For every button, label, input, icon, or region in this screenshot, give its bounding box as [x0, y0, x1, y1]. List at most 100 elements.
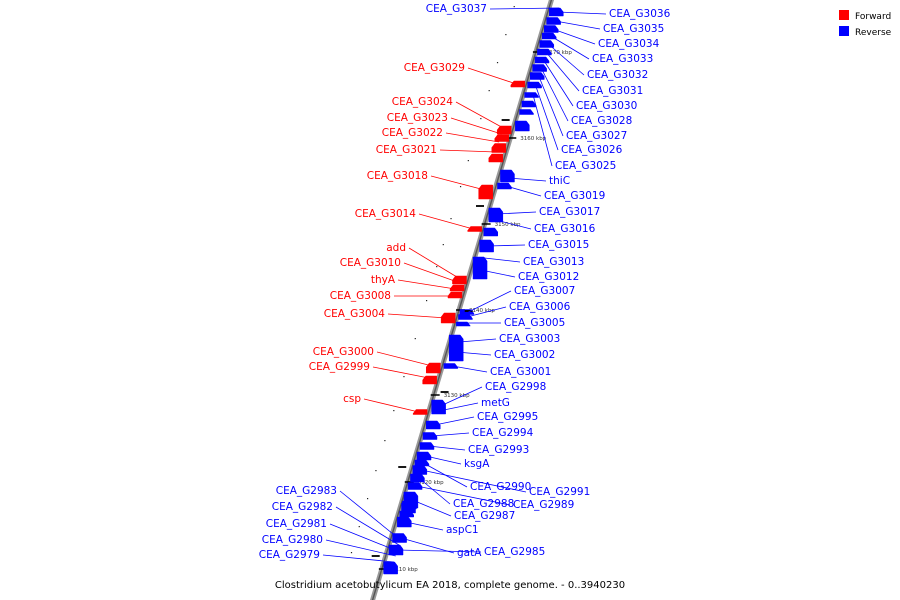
gene-label[interactable]: CEA_G2980	[262, 534, 323, 546]
gene-feature[interactable]	[534, 56, 550, 64]
gene-feature[interactable]	[483, 227, 499, 237]
gene-feature[interactable]	[524, 92, 539, 98]
gene-label[interactable]: CEA_G2994	[472, 427, 534, 439]
gene-label[interactable]: CEA_G3021	[376, 144, 437, 156]
gene-label[interactable]: gatA	[457, 547, 482, 559]
gene-label[interactable]: CEA_G2995	[477, 411, 538, 423]
gene-label[interactable]: add	[386, 242, 406, 254]
gene-feature[interactable]	[449, 284, 465, 292]
gene-feature[interactable]	[546, 17, 561, 25]
gene-label[interactable]: CEA_G3003	[499, 333, 560, 345]
gene-feature[interactable]	[494, 134, 510, 142]
gene-label[interactable]: CEA_G2991	[529, 486, 590, 498]
gene-feature[interactable]	[440, 312, 456, 324]
gene-feature[interactable]	[521, 100, 537, 108]
gene-label[interactable]: CEA_G2983	[276, 485, 337, 497]
gene-label[interactable]: CEA_G3010	[340, 257, 401, 269]
gene-feature[interactable]	[422, 432, 438, 440]
gene-label[interactable]: CEA_G3014	[355, 208, 417, 220]
gene-feature[interactable]	[515, 120, 530, 132]
gene-feature[interactable]	[443, 363, 459, 369]
gene-label[interactable]: CEA_G3037	[426, 3, 487, 15]
gene-feature[interactable]	[519, 109, 534, 115]
gene-label[interactable]: CEA_G2993	[468, 444, 529, 456]
gene-label[interactable]: CEA_G3034	[598, 38, 660, 50]
gene-label[interactable]: CEA_G3005	[504, 317, 565, 329]
gene-label[interactable]: metG	[481, 397, 510, 409]
gene-feature[interactable]	[399, 510, 414, 518]
gene-label[interactable]: CEA_G3016	[534, 223, 596, 235]
gene-label[interactable]: CEA_G3028	[571, 115, 632, 127]
gene-label[interactable]: CEA_G3019	[544, 190, 605, 202]
gene-feature[interactable]	[496, 125, 512, 135]
gene-label[interactable]: CEA_G2982	[272, 501, 333, 513]
gene-feature[interactable]	[416, 451, 432, 461]
gene-label[interactable]: CEA_G3029	[404, 62, 465, 74]
gene-feature[interactable]	[412, 409, 428, 415]
gene-feature[interactable]	[388, 544, 404, 556]
gene-label[interactable]: CEA_G3006	[509, 301, 571, 313]
gene-label[interactable]: CEA_G3023	[387, 112, 448, 124]
gene-feature[interactable]	[419, 442, 435, 450]
gene-label[interactable]: CEA_G3032	[587, 69, 648, 81]
gene-label[interactable]: aspC1	[446, 524, 479, 536]
gene-label[interactable]: CEA_G3017	[539, 206, 600, 218]
gene-label[interactable]: CEA_G3033	[592, 53, 653, 65]
gene-feature[interactable]	[431, 399, 446, 415]
gene-label[interactable]: CEA_G3001	[490, 366, 551, 378]
gene-label[interactable]: ksgA	[464, 458, 490, 470]
gene-feature[interactable]	[532, 64, 547, 72]
gene-label[interactable]: CEA_G3027	[566, 130, 627, 142]
gene-feature[interactable]	[425, 420, 441, 430]
gene-feature[interactable]	[500, 169, 515, 183]
gene-label[interactable]: CEA_G3035	[603, 23, 664, 35]
gene-label[interactable]: CEA_G2981	[266, 518, 327, 530]
gene-label[interactable]: CEA_G3004	[324, 308, 386, 320]
gene-feature[interactable]	[530, 72, 545, 80]
gene-label[interactable]: CEA_G3031	[582, 85, 643, 97]
gene-label[interactable]: CEA_G3015	[528, 239, 589, 251]
gene-feature[interactable]	[452, 275, 467, 285]
gene-feature[interactable]	[447, 291, 463, 299]
gene-label[interactable]: CEA_G2999	[309, 361, 370, 373]
gene-label[interactable]: CEA_G2987	[454, 510, 515, 522]
gene-label[interactable]: thyA	[371, 274, 396, 286]
gene-label[interactable]: CEA_G3007	[514, 285, 575, 297]
gene-feature[interactable]	[422, 375, 437, 385]
gene-label[interactable]: csp	[343, 393, 361, 405]
gene-feature[interactable]	[544, 25, 559, 33]
gene-feature[interactable]	[425, 362, 441, 374]
gene-label[interactable]: CEA_G3024	[392, 96, 454, 108]
gene-label[interactable]: CEA_G2990	[470, 481, 531, 493]
gene-feature[interactable]	[488, 153, 504, 163]
gene-feature[interactable]	[448, 334, 464, 362]
gene-feature[interactable]	[479, 239, 494, 253]
gene-feature[interactable]	[467, 226, 482, 232]
gene-label[interactable]: CEA_G2988	[453, 498, 514, 510]
gene-feature[interactable]	[412, 465, 428, 475]
gene-feature[interactable]	[478, 184, 493, 200]
gene-label[interactable]: CEA_G2998	[485, 381, 546, 393]
gene-label[interactable]: CEA_G3025	[555, 160, 616, 172]
gene-label[interactable]: CEA_G3022	[382, 127, 443, 139]
gene-label[interactable]: CEA_G3013	[523, 256, 584, 268]
gene-label[interactable]: CEA_G3018	[367, 170, 428, 182]
gene-feature[interactable]	[488, 207, 504, 223]
gene-label[interactable]: CEA_G3030	[576, 100, 637, 112]
gene-label[interactable]: CEA_G3008	[330, 290, 391, 302]
gene-label[interactable]: thiC	[549, 175, 570, 187]
gene-label[interactable]: CEA_G3000	[313, 346, 374, 358]
gene-feature[interactable]	[383, 561, 398, 575]
gene-feature[interactable]	[497, 182, 512, 190]
gene-feature[interactable]	[458, 314, 473, 320]
gene-label[interactable]: CEA_G3012	[518, 271, 579, 283]
gene-feature[interactable]	[407, 482, 423, 490]
gene-feature[interactable]	[472, 256, 488, 280]
gene-feature[interactable]	[491, 143, 507, 153]
gene-label[interactable]: CEA_G2979	[259, 549, 320, 561]
gene-label[interactable]: CEA_G3026	[561, 144, 623, 156]
gene-label[interactable]: CEA_G2985	[484, 546, 545, 558]
gene-feature[interactable]	[397, 516, 412, 528]
gene-label[interactable]: CEA_G3002	[494, 349, 555, 361]
gene-feature[interactable]	[527, 81, 542, 89]
